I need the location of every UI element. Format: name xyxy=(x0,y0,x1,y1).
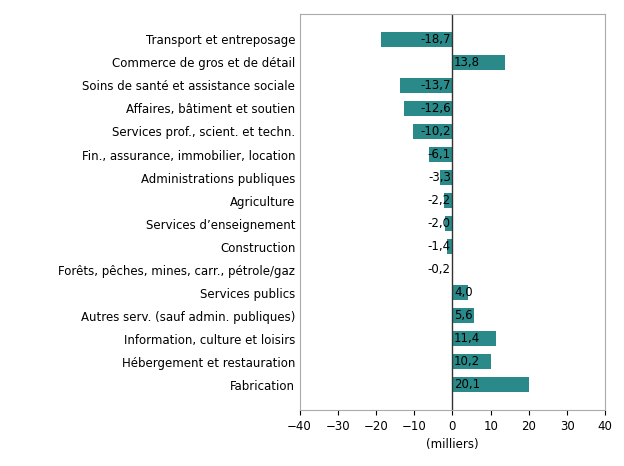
Text: -6,1: -6,1 xyxy=(427,148,451,161)
Bar xyxy=(452,354,491,369)
Text: -18,7: -18,7 xyxy=(421,33,451,46)
Text: -12,6: -12,6 xyxy=(420,102,451,115)
Bar xyxy=(381,32,452,47)
Text: 13,8: 13,8 xyxy=(454,56,480,69)
Bar xyxy=(414,124,452,139)
Text: -2,2: -2,2 xyxy=(427,194,451,207)
Bar xyxy=(429,147,452,162)
Bar xyxy=(452,308,474,323)
Bar xyxy=(440,170,452,185)
Text: -2,0: -2,0 xyxy=(428,217,451,230)
Bar xyxy=(400,78,452,93)
Text: 10,2: 10,2 xyxy=(454,355,480,368)
Bar xyxy=(404,101,452,116)
Text: 20,1: 20,1 xyxy=(454,378,480,391)
Text: -3,3: -3,3 xyxy=(428,171,451,184)
Text: -13,7: -13,7 xyxy=(421,79,451,92)
Bar xyxy=(444,193,452,208)
X-axis label: (milliers): (milliers) xyxy=(426,439,479,452)
Bar xyxy=(447,239,452,254)
Bar xyxy=(445,216,452,231)
Text: 4,0: 4,0 xyxy=(454,286,472,299)
Text: -10,2: -10,2 xyxy=(421,125,451,138)
Text: -0,2: -0,2 xyxy=(428,263,451,276)
Text: 11,4: 11,4 xyxy=(454,332,480,345)
Text: 5,6: 5,6 xyxy=(454,309,472,322)
Bar xyxy=(452,55,505,70)
Bar xyxy=(452,285,468,300)
Bar xyxy=(452,331,496,346)
Bar xyxy=(452,377,529,392)
Text: -1,4: -1,4 xyxy=(427,240,451,253)
